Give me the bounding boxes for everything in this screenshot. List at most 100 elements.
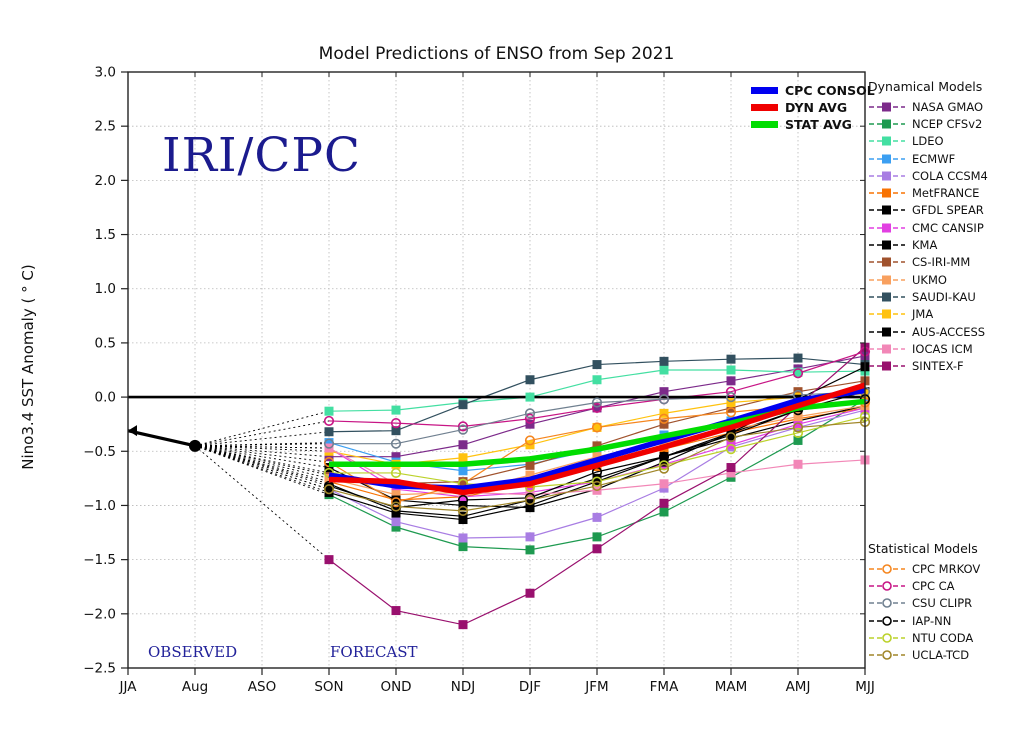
marker-square-nasa-gmao — [592, 403, 602, 413]
legend-item-gfdl-spear: GFDL SPEAR — [868, 202, 1024, 219]
square-marker-swatch-icon — [869, 275, 905, 285]
legend-label: KMA — [912, 238, 938, 253]
marker-square-aus-access — [458, 500, 468, 510]
marker-circle-ntu-coda — [725, 444, 737, 455]
legend-label: GFDL SPEAR — [912, 203, 984, 218]
legend-item-ncep-cfsv2: NCEP CFSv2 — [868, 115, 1024, 132]
marker-square-sintex-f — [324, 555, 334, 565]
marker-square-sintex-f — [592, 544, 602, 554]
legend-item-ecmwf: ECMWF — [868, 150, 1024, 167]
marker-circle-cpc-mrkov — [390, 497, 402, 508]
observed-end-marker — [189, 439, 201, 452]
marker-square-jma — [592, 422, 602, 432]
legend-label: IAP-NN — [912, 613, 952, 628]
marker-square-kma — [324, 487, 334, 497]
y-tick-label: 1.0 — [95, 281, 116, 297]
marker-circle-csu-clipr — [524, 408, 536, 419]
marker-square-sintex-f — [525, 588, 535, 598]
marker-square-ldeo — [391, 405, 401, 415]
marker-circle-ucla-tcd — [323, 484, 335, 495]
marker-square-nasa-gmao — [525, 419, 535, 429]
marker-circle-ntu-coda — [658, 460, 670, 471]
legend-label: NTU CODA — [912, 630, 974, 645]
marker-square-ncep-cfsv2 — [525, 545, 535, 555]
marker-square-saudi-kau — [525, 375, 535, 385]
marker-circle-ntu-coda — [792, 427, 804, 438]
marker-circle-cpc-ca — [725, 386, 737, 397]
legend-item-cpc-mrkov: CPC MRKOV — [868, 560, 1024, 577]
square-marker-swatch-icon — [869, 361, 905, 371]
square-marker-swatch-icon — [869, 292, 905, 302]
legend-item-ntu-coda: NTU CODA — [868, 629, 1024, 646]
marker-square-cmc-cansip — [793, 419, 803, 429]
marker-square-ncep-cfsv2 — [458, 542, 468, 552]
marker-square-ldeo — [659, 365, 669, 375]
marker-square-iocas-icm — [793, 459, 803, 469]
legend-label: JMA — [912, 307, 934, 322]
fan-line-sintex-f — [194, 445, 330, 560]
marker-circle-ntu-coda — [591, 476, 603, 487]
legend-label: NASA GMAO — [912, 99, 984, 114]
avg-legend-label: DYN AVG — [785, 100, 848, 115]
marker-square-ukmo — [525, 470, 535, 480]
square-marker-swatch-icon — [869, 188, 905, 198]
legend-label: NCEP CFSv2 — [912, 116, 983, 131]
square-marker-swatch-icon — [869, 240, 905, 250]
marker-square-sintex-f — [659, 498, 669, 508]
circle-marker-swatch-icon — [869, 563, 905, 574]
avg-legend-swatch-dyn-avg — [751, 104, 778, 111]
legend-label: COLA CCSM4 — [912, 168, 988, 183]
marker-circle-ucla-tcd — [390, 501, 402, 512]
marker-square-aus-access — [659, 457, 669, 467]
circle-marker-swatch-icon — [869, 581, 905, 591]
observed-start-marker — [128, 425, 137, 437]
marker-square-gfdl-spear — [324, 479, 334, 489]
marker-circle-cpc-ca — [323, 415, 335, 427]
square-marker-swatch-icon — [869, 119, 905, 129]
y-axis-label: Nino3.4 SST Anomaly ( ° C) — [19, 264, 37, 470]
avg-legend-item-dyn-avg: DYN AVG — [751, 99, 875, 116]
watermark: IRI/CPC — [162, 128, 361, 183]
avg-legend-item-cpc-consol: CPC CONSOL — [751, 82, 875, 99]
marker-circle-ucla-tcd — [524, 494, 536, 506]
marker-square-cola-ccsm4 — [391, 517, 401, 527]
marker-square-aus-access — [391, 495, 401, 505]
x-tick-label: MJJ — [855, 679, 875, 695]
legend-label: CPC CA — [912, 578, 955, 593]
fan-line-ecmwf — [194, 442, 330, 447]
avg-legend-swatch-stat-avg — [751, 121, 778, 128]
circle-marker-swatch-icon — [869, 598, 905, 609]
legend-item-nasa-gmao: NASA GMAO — [868, 98, 1024, 115]
marker-circle-ntu-coda — [390, 467, 402, 479]
forecast-label: FORECAST — [330, 643, 418, 661]
marker-circle-iap-nn — [457, 494, 469, 506]
marker-square-kma — [458, 515, 468, 525]
legend-label: AUS-ACCESS — [912, 324, 986, 339]
marker-square-ukmo — [391, 490, 401, 500]
marker-square-sintex-f — [391, 606, 401, 616]
marker-square-aus-access — [525, 503, 535, 513]
statistical-models-legend-title: Statistical Models — [868, 541, 978, 556]
marker-square-sintex-f — [726, 463, 736, 473]
marker-square-cs-iri-mm — [458, 477, 468, 487]
marker-square-cola-ccsm4 — [525, 532, 535, 542]
marker-square-ecmwf — [458, 466, 468, 476]
marker-square-nasa-gmao — [659, 387, 669, 397]
marker-square-saudi-kau — [458, 400, 468, 410]
marker-square-iocas-icm — [726, 468, 736, 478]
series-line-dyn-avg — [328, 382, 866, 496]
x-tick-label: DJF — [519, 679, 541, 695]
legend-item-aus-access: AUS-ACCESS — [868, 323, 1024, 340]
square-marker-swatch-icon — [869, 344, 905, 354]
dynamical-models-legend-items: NASA GMAO NCEP CFSv2 LDEO ECMWF COLA CCSM4 Me… — [868, 98, 1024, 375]
square-marker-swatch-icon — [869, 327, 905, 336]
marker-square-cs-iri-mm — [592, 441, 602, 451]
circle-marker-swatch-icon — [869, 650, 905, 660]
legend-item-cola-ccsm4: COLA CCSM4 — [868, 167, 1024, 184]
y-tick-label: −0.5 — [83, 444, 116, 460]
x-tick-label: Aug — [182, 679, 208, 695]
circle-marker-swatch-icon — [869, 615, 905, 626]
fan-line-iocas-icm — [194, 445, 330, 449]
square-marker-swatch-icon — [869, 257, 905, 267]
y-tick-label: 3.0 — [95, 65, 116, 81]
